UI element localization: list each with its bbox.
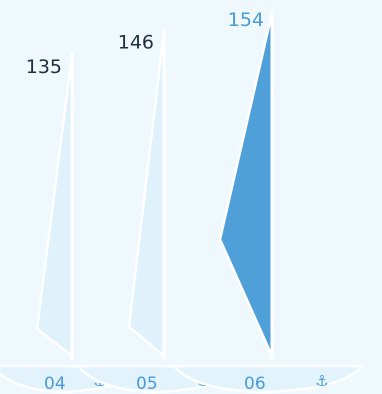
value-label-04: 135	[26, 56, 62, 78]
category-label-05: 05	[136, 374, 158, 394]
anchor-icon: ⚓	[315, 372, 328, 390]
hull-06	[172, 364, 364, 394]
category-label-06: 06	[244, 374, 266, 394]
category-label-04: 04	[44, 374, 66, 394]
value-label-05: 146	[118, 32, 154, 54]
sail-05	[127, 29, 166, 358]
sail-04	[35, 53, 74, 358]
sail-06	[218, 11, 274, 358]
value-label-06: 154	[228, 9, 264, 31]
